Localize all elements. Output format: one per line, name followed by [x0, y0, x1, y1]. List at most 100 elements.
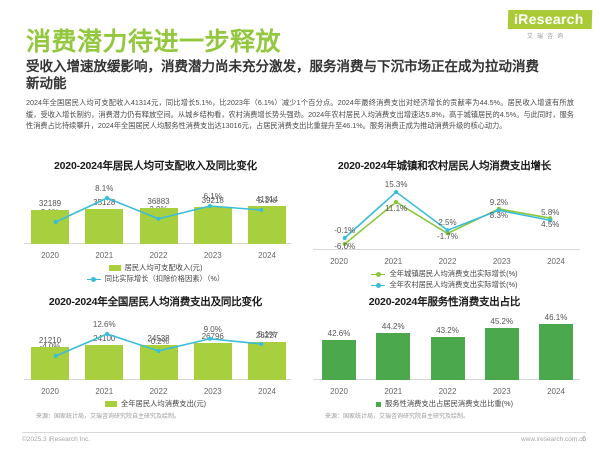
bar-value-label: 28227 [255, 331, 279, 340]
bar [85, 209, 124, 244]
chart-plot: -6.0% 11.1% -1.7% 8.3% 4.5% -0.1% 15.3% 2.5% 9.2… [305, 176, 584, 268]
line-marker [156, 348, 161, 354]
line-marker [207, 203, 212, 209]
x-axis-tick: 2020 [41, 251, 59, 260]
bar [248, 206, 286, 244]
x-axis-labels: 2020 2021 2022 2023 2024 [319, 387, 576, 396]
footer-divider [22, 432, 586, 433]
axis-line [313, 249, 580, 250]
bar [193, 343, 232, 380]
x-axis-tick: 2023 [492, 387, 511, 396]
chart-service-share: 2020-2024年服务性消费支出占比 42.6% 44.2% 43.2% 45.2%… [305, 294, 584, 420]
legend-label: 服务性消费支出占居民消费支出比重(%) [384, 399, 514, 408]
bar-series: 32189 35128 36883 39218 41314 [30, 176, 287, 244]
bar-column: 26796 [193, 312, 233, 380]
chart-legend: 全年城镇居民人均消费支出实际增长(%) 全年农村居民人均消费支出实际增长(%) [305, 269, 584, 290]
line-value-label: 15.3% [384, 180, 408, 189]
footer-content: ©2025.3 iResearch Inc. www.iresearch.com… [22, 436, 586, 443]
chart-plot: -4.0%12.6%-0.2%9.0%5.1% 2121024100245382… [16, 312, 295, 398]
iresearch-logo: iResearch 艾瑞咨询 [507, 10, 592, 40]
logo-badge: iResearch [507, 10, 592, 29]
page-title: 消费潜力待进一步释放 [26, 28, 282, 56]
bar-value-label: 26796 [201, 332, 224, 342]
legend-label: 全年居民人均消费支出(元) [120, 399, 207, 408]
bar-series: 21210 24100 24538 26796 28227 [30, 312, 287, 380]
line-value-label: -1.7% [437, 232, 458, 242]
line-marker [53, 353, 58, 359]
chart-legend: 服务性消费支出占居民消费支出比重(%) [305, 399, 584, 409]
chart-percent-labels: -4.0% 12.6% -0.2% 9.0% 5.1% [30, 312, 287, 351]
x-axis-tick: 2024 [258, 387, 276, 396]
x-axis-tick: 2024 [547, 257, 565, 266]
copyright-text: ©2025.3 iResearch Inc. [22, 436, 91, 443]
line-marker [342, 241, 347, 247]
legend-item: 全年农村居民人均消费支出实际增长(%) [371, 280, 518, 290]
bar-series: 42.6% 44.2% 43.2% 45.2% 46.1% [319, 312, 576, 380]
x-axis-labels: 2020 2021 2022 2023 2024 [319, 257, 576, 266]
bar-value-label: 46.1% [544, 313, 568, 322]
chart-title: 2020-2024年城镇和农村居民人均消费支出增长 [337, 160, 552, 172]
x-axis-tick: 2024 [258, 251, 276, 260]
chart-plot: 2.1%8.1%2.9%6.1%5.1% 3218935128368833921… [16, 176, 295, 262]
bar-value-label: 24538 [147, 333, 170, 343]
x-axis-tick: 2023 [203, 251, 222, 260]
line-value-label: 8.3% [489, 210, 508, 220]
bar-value-label: 44.2% [381, 321, 405, 331]
charts-area: 2020-2024年居民人均可支配收入及同比变化 2.1%8.1%2.9%6.1… [16, 158, 584, 420]
legend-label: 全年城镇居民人均消费支出实际增长(%) [389, 269, 518, 278]
line-marker [548, 218, 553, 223]
line-value-label: -6.0% [334, 242, 356, 251]
line-marker [259, 207, 264, 213]
website-link[interactable]: www.iresearch.com.cn [520, 436, 586, 443]
bar-value-label: 35128 [93, 198, 116, 207]
page-number: 6 [582, 436, 586, 443]
chart-title: 2020-2024年居民人均可支配收入及同比变化 [54, 160, 257, 172]
logo-subtitle: 艾瑞咨询 [526, 34, 567, 40]
x-axis-tick: 2024 [547, 387, 565, 396]
chart-legend: 居民人均可支配收入(元) 同比实际增长（扣除价格因素）（%） [16, 263, 295, 284]
bar [484, 328, 519, 380]
line-series-overlay [53, 195, 264, 225]
bar-column: 46.1% [536, 312, 576, 380]
line-value-label: 4.5% [541, 220, 560, 230]
bar [376, 332, 411, 380]
x-axis-tick: 2020 [330, 257, 348, 266]
legend-swatch-bar [104, 401, 117, 407]
bar-value-label: 43.2% [436, 326, 459, 336]
bar-column: 42.6% [319, 312, 359, 380]
x-axis-labels: 2020 2021 2022 2023 2024 [30, 387, 287, 396]
x-axis-tick: 2023 [203, 387, 222, 396]
line-value-label: 12.6% [92, 320, 116, 329]
chart-row-bottom: 2020-2024年全国居民人均消费支出及同比变化 -4.0% 12.6% -0.2… [16, 294, 584, 420]
legend-item: 服务性消费支出占居民消费支出比重(%) [375, 399, 514, 409]
bar-value-label: 36883 [147, 197, 170, 207]
line-value-label: 5.1% [257, 196, 277, 205]
x-axis-tick: 2022 [438, 387, 457, 396]
line-marker [156, 216, 161, 221]
line-value-label: 2.5% [438, 218, 457, 228]
chart-plot: 42.6% 44.2% 43.2% 45.2% 46.1% 2020 2021 2022 20… [305, 312, 584, 398]
bar [322, 340, 356, 380]
line-marker [259, 341, 264, 347]
line-marker [53, 219, 58, 225]
bar [430, 337, 465, 380]
line-marker [445, 231, 450, 236]
legend-label: 同比实际增长（扣除价格因素）（%） [104, 274, 225, 283]
chart-legend: 全年居民人均消费支出(元) [16, 399, 295, 409]
page-subtitle: 受收入增速放缓影响，消费潜力尚未充分激发，服务消费与下沉市场正在成为拉动消费新动… [26, 59, 539, 91]
line-value-label: 8.1% [95, 184, 114, 193]
chart-title: 2020-2024年服务性消费支出占比 [368, 296, 521, 308]
bar-column: 41314 [247, 176, 287, 244]
bar-value-label: 45.2% [490, 317, 514, 327]
bar-column: 24100 [84, 312, 124, 380]
logo-text: Research [517, 11, 584, 27]
legend-swatch-line-rural [371, 282, 386, 289]
bar-value-label: 32189 [38, 199, 62, 209]
line-series-overlay [53, 331, 264, 359]
bar [248, 342, 286, 380]
bar-column: 45.2% [482, 312, 522, 380]
x-axis-tick: 2022 [149, 251, 168, 260]
bar-column: 44.2% [373, 312, 413, 380]
line-marker [207, 336, 212, 341]
line-value-label: -0.2% [148, 336, 169, 346]
